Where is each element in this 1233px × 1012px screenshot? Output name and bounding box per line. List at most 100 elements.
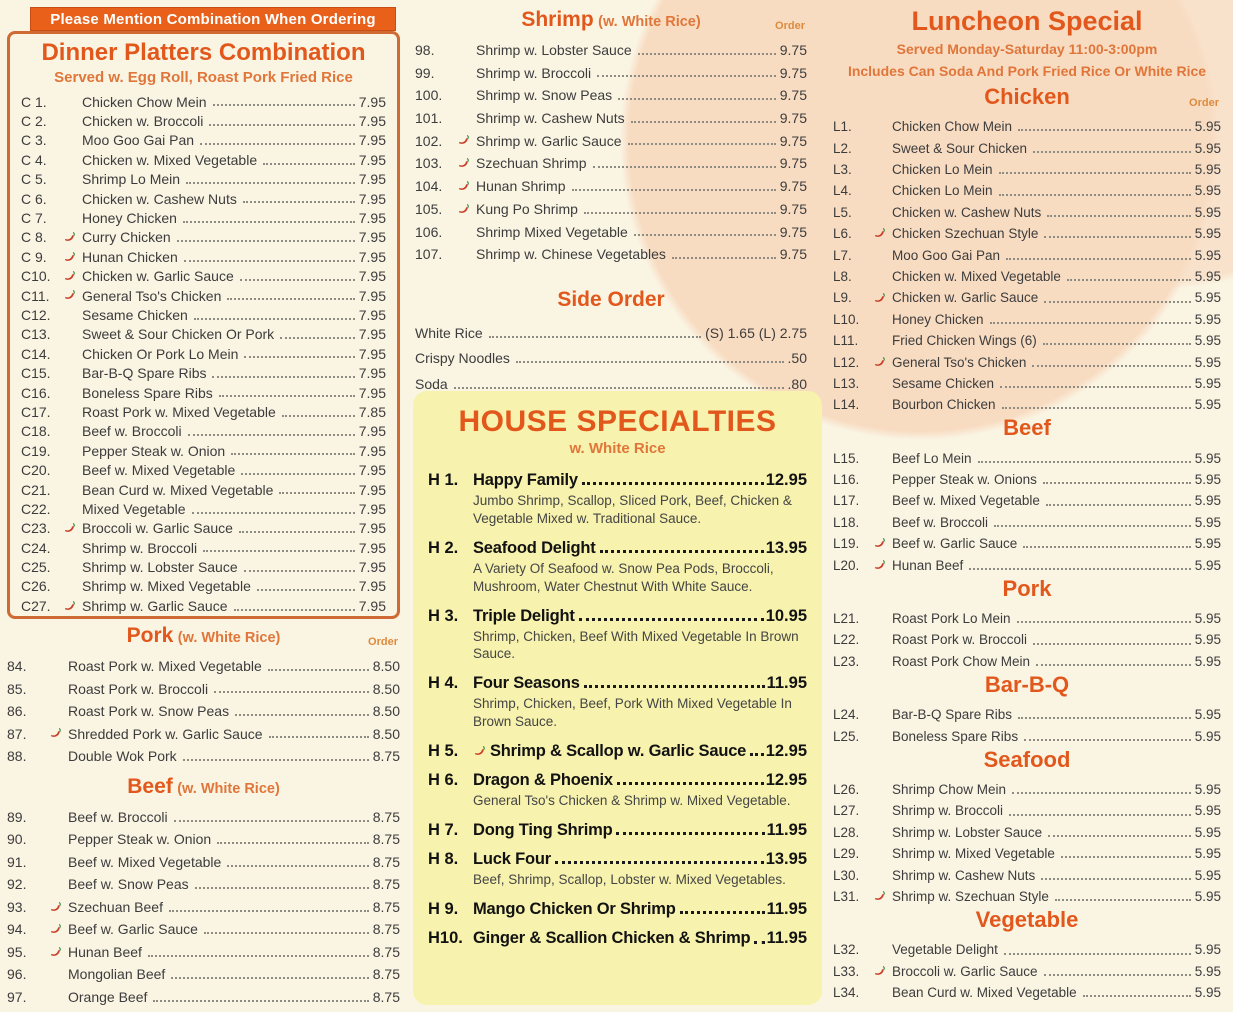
dotted-leader bbox=[750, 753, 764, 757]
dotted-leader bbox=[1003, 952, 1191, 955]
item-price: 7.95 bbox=[358, 113, 386, 130]
menu-item-row: 106. Shrimp Mixed Vegetable 9.75 bbox=[415, 217, 807, 240]
group-header: Vegetable bbox=[833, 906, 1221, 934]
dotted-leader bbox=[1042, 343, 1191, 346]
item-name: Shrimp & Scallop w. Garlic Sauce bbox=[490, 742, 747, 761]
item-name: General Tso's Chicken bbox=[892, 354, 1027, 370]
dotted-leader bbox=[969, 567, 1191, 570]
dotted-leader bbox=[592, 166, 776, 169]
item-price: 5.95 bbox=[1194, 493, 1221, 509]
dotted-leader bbox=[280, 337, 355, 340]
item-description: General Tso's Chicken & Shrimp w. Mixed … bbox=[473, 793, 791, 809]
dotted-leader bbox=[1045, 503, 1191, 506]
menu-item-row: L27. Shrimp w. Broccoli 5.95 bbox=[833, 797, 1221, 818]
item-description: Shrimp, Chicken, Beef With Mixed Vegetab… bbox=[473, 628, 799, 662]
menu-item-row: C12. Sesame Chicken 7.95 bbox=[21, 303, 386, 322]
item-number: 92. bbox=[7, 876, 27, 893]
item-number: H 3. bbox=[428, 606, 459, 625]
item-name: Shrimp w. Lobster Sauce bbox=[476, 42, 632, 58]
menu-item-row: C 5. Shrimp Lo Mein 7.95 bbox=[21, 168, 386, 187]
item-name: Shrimp w. Garlic Sauce bbox=[476, 132, 622, 149]
luncheon-group-barbq: Bar-B-Q L24. Bar-B-Q Spare Ribs 5.95 L25. Bo… bbox=[833, 671, 1221, 744]
house-item-row: H10. Ginger & Scallion Chicken & Shrimp 11… bbox=[428, 929, 807, 947]
pepper-slot bbox=[63, 515, 82, 517]
item-number: 106. bbox=[415, 223, 443, 240]
item-price: 9.75 bbox=[779, 110, 807, 127]
item-name: Shrimp w. Mixed Vegetable bbox=[82, 578, 251, 595]
house-item: H 8. Luck Four 13.95 Beef, Shrimp, Scallop,… bbox=[428, 850, 807, 889]
dotted-leader bbox=[227, 298, 355, 301]
dinner-platters-box: Dinner Platters Combination Served w. Eg… bbox=[7, 31, 400, 619]
menu-item-row: C 9. Hunan Chicken 7.95 bbox=[21, 245, 386, 264]
menu-item-row: 92. Beef w. Snow Peas 8.75 bbox=[7, 870, 400, 893]
item-price: 8.75 bbox=[372, 876, 400, 893]
item-name: Chicken w. Mixed Vegetable bbox=[892, 268, 1061, 284]
pepper-slot bbox=[873, 485, 892, 487]
order-column-label: Order bbox=[368, 636, 398, 648]
dotted-leader bbox=[1066, 279, 1191, 282]
item-number: L33. bbox=[833, 963, 860, 979]
pepper-slot bbox=[873, 410, 892, 412]
item-price: 12.95 bbox=[765, 471, 807, 489]
item-number: L18. bbox=[833, 514, 860, 530]
item-price: 8.75 bbox=[372, 808, 400, 825]
item-number: L2. bbox=[833, 140, 852, 156]
item-price: 7.95 bbox=[358, 132, 386, 149]
house-item: H 5. Shrimp & Scallop w. Garlic Sauce 12.9… bbox=[428, 742, 807, 760]
dotted-leader bbox=[1018, 717, 1191, 720]
spicy-pepper-icon bbox=[459, 135, 469, 145]
dotted-leader bbox=[256, 589, 355, 592]
item-number: C16. bbox=[21, 384, 51, 401]
item-price: 8.50 bbox=[372, 657, 400, 674]
item-number: 89. bbox=[7, 808, 27, 825]
item-price: 9.75 bbox=[779, 64, 807, 81]
item-price: 8.75 bbox=[372, 898, 400, 915]
dotted-leader bbox=[203, 932, 369, 934]
menu-item-row: C19. Pepper Steak w. Onion 7.95 bbox=[21, 439, 386, 458]
spicy-pepper-icon bbox=[873, 890, 892, 904]
item-price: 7.95 bbox=[358, 248, 386, 265]
item-number: L24. bbox=[833, 707, 860, 723]
house-item-row: H 7. Dong Ting Shrimp 11.95 bbox=[428, 821, 807, 839]
item-name: Shrimp w. Chinese Vegetables bbox=[476, 246, 666, 263]
house-item-row: H 2. Seafood Delight 13.95 bbox=[428, 539, 807, 557]
item-price: 13.95 bbox=[765, 850, 807, 869]
item-name: Shrimp Chow Mein bbox=[892, 781, 1007, 797]
pepper-slot bbox=[873, 817, 892, 819]
dotted-leader bbox=[212, 104, 355, 107]
pepper-slot bbox=[457, 237, 476, 239]
item-name: Shrimp w. Snow Peas bbox=[476, 87, 613, 104]
menu-item-row: C18. Beef w. Broccoli 7.95 bbox=[21, 420, 386, 439]
pepper-slot bbox=[63, 166, 82, 168]
pepper-slot bbox=[873, 132, 892, 134]
dotted-leader bbox=[637, 52, 776, 55]
menu-item-row: C15. Bar-B-Q Spare Ribs 7.95 bbox=[21, 361, 386, 380]
menu-item-row: L24. Bar-B-Q Spare Ribs 5.95 bbox=[833, 701, 1221, 722]
dotted-leader bbox=[173, 819, 369, 822]
luncheon-seafood-list: L26. Shrimp Chow Mein 5.95 L27. Shrimp w. Br… bbox=[833, 776, 1221, 904]
dotted-leader bbox=[671, 256, 776, 259]
dotted-leader bbox=[554, 861, 764, 865]
dotted-leader bbox=[977, 460, 1191, 463]
item-price: 5.95 bbox=[1194, 611, 1221, 627]
luncheon-group-chicken: Chicken Order L1. Chicken Chow Mein 5.95 L2… bbox=[833, 83, 1221, 412]
item-price: 5.95 bbox=[1194, 204, 1221, 220]
pepper-slot bbox=[49, 845, 68, 847]
pepper-slot bbox=[63, 146, 82, 148]
dotted-leader bbox=[581, 482, 764, 486]
pepper-slot bbox=[49, 672, 68, 674]
item-price: 9.75 bbox=[779, 178, 807, 195]
dotted-leader bbox=[244, 356, 355, 359]
pepper-slot bbox=[49, 762, 68, 764]
item-name: Beef w. Garlic Sauce bbox=[892, 536, 1018, 552]
item-price: 7.95 bbox=[358, 190, 386, 207]
item-price: 11.95 bbox=[766, 929, 807, 948]
item-price: 5.95 bbox=[1194, 450, 1221, 466]
dotted-leader bbox=[1054, 899, 1191, 902]
menu-item-row: C 2. Chicken w. Broccoli 7.95 bbox=[21, 109, 386, 128]
item-name: Happy Family bbox=[473, 471, 578, 489]
pepper-slot bbox=[63, 379, 82, 381]
item-number: 102. bbox=[415, 132, 443, 149]
pepper-slot bbox=[49, 1003, 68, 1005]
item-name: Honey Chicken bbox=[892, 311, 984, 327]
